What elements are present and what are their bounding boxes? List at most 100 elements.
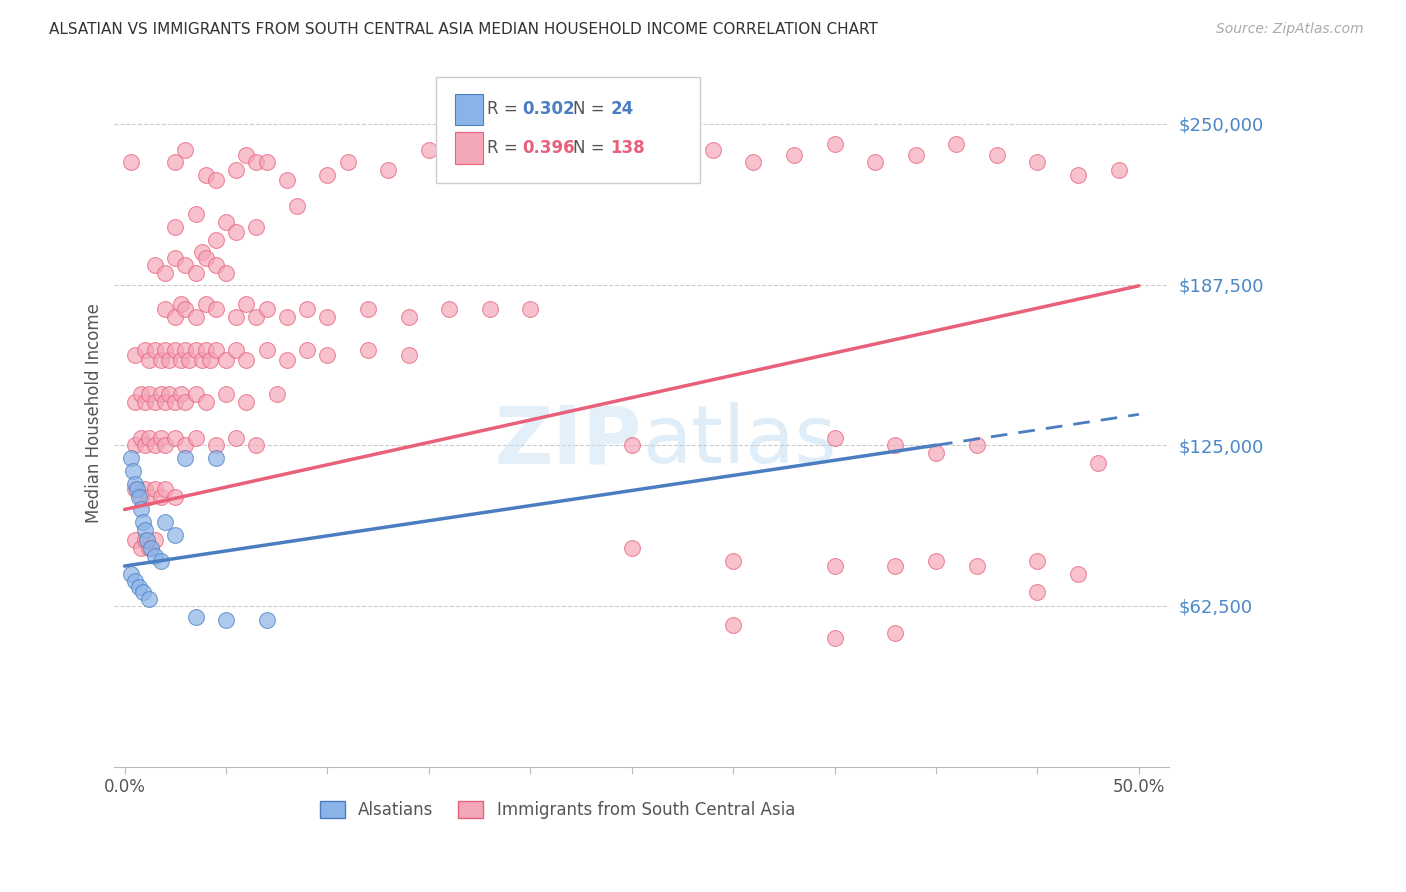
Point [165,343,187,357]
Point [884,438,907,452]
Point [256,155,278,169]
Text: atlas: atlas [641,402,837,481]
Point [124,394,146,409]
Point [1108,163,1130,178]
Point [170,386,193,401]
Point [235,297,257,311]
Point [134,343,156,357]
Point [702,143,724,157]
Text: 0.302: 0.302 [523,100,575,118]
Point [157,386,180,401]
Point [215,386,238,401]
Point [128,580,150,594]
Point [205,233,228,247]
Point [205,438,228,452]
Point [205,173,228,187]
Point [783,147,806,161]
Point [153,343,176,357]
Point [205,451,228,466]
Point [170,353,193,368]
Point [184,386,207,401]
Point [266,386,288,401]
Point [316,169,339,183]
Point [295,343,318,357]
Point [742,155,765,169]
Point [174,438,197,452]
Text: Source: ZipAtlas.com: Source: ZipAtlas.com [1216,22,1364,37]
Point [1067,169,1090,183]
Point [225,343,247,357]
Point [184,207,207,221]
Point [215,214,238,228]
Text: R =: R = [486,100,523,118]
Point [150,353,173,368]
Point [184,310,207,324]
Point [904,147,927,161]
Point [138,386,160,401]
Point [721,618,744,632]
Point [150,430,173,444]
Point [124,574,146,589]
Point [184,430,207,444]
Point [437,301,460,316]
Point [824,137,846,152]
Point [170,297,193,311]
Point [174,143,197,157]
Point [143,394,166,409]
Point [143,533,166,548]
Point [884,626,907,640]
Point [165,490,187,504]
Point [143,258,166,272]
Point [194,343,217,357]
Point [398,348,420,362]
Text: 0.396: 0.396 [523,139,575,157]
Point [1067,566,1090,581]
Point [194,169,217,183]
Point [190,353,212,368]
Point [174,343,197,357]
Point [458,155,481,169]
Point [225,225,247,239]
Y-axis label: Median Household Income: Median Household Income [86,303,103,523]
Point [721,554,744,568]
Point [276,310,298,324]
Point [256,613,278,627]
Point [215,266,238,280]
Point [205,258,228,272]
Point [620,541,643,555]
Text: 138: 138 [610,139,645,157]
Point [135,533,157,548]
Point [124,438,146,452]
Point [245,310,267,324]
Point [165,430,187,444]
Point [194,251,217,265]
Point [884,559,907,574]
Point [418,143,440,157]
Point [245,438,267,452]
FancyBboxPatch shape [456,94,482,125]
Point [225,310,247,324]
Point [620,147,643,161]
Point [174,451,197,466]
Point [165,219,187,234]
Point [153,438,176,452]
FancyBboxPatch shape [456,132,482,163]
Point [194,394,217,409]
Point [134,533,156,548]
Point [132,584,155,599]
Point [120,451,142,466]
Point [138,541,160,555]
Point [215,613,238,627]
Point [120,566,142,581]
Point [120,155,142,169]
Point [129,430,152,444]
Point [153,394,176,409]
Point [184,343,207,357]
Point [198,353,221,368]
Point [184,610,207,624]
Point [143,482,166,496]
Point [256,301,278,316]
Point [966,559,988,574]
Point [157,353,180,368]
Point [225,430,247,444]
